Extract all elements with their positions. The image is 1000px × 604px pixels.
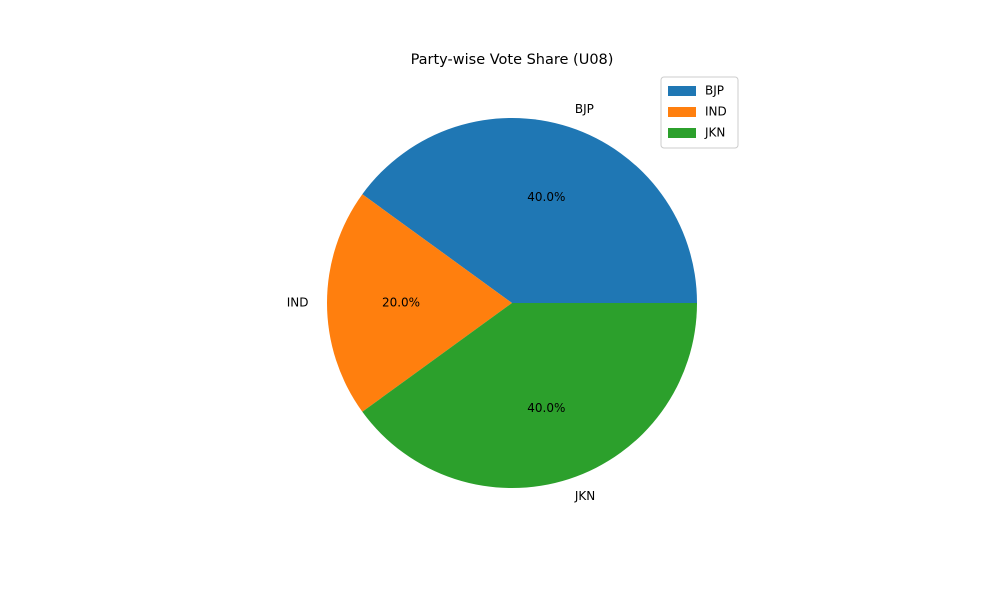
- slice-label-bjp: BJP: [575, 102, 594, 116]
- legend-label-jkn: JKN: [704, 126, 725, 140]
- slice-percent-jkn: 40.0%: [527, 401, 565, 415]
- slice-percent-bjp: 40.0%: [527, 190, 565, 204]
- pie-slice-jkn: [362, 303, 697, 488]
- legend-swatch-ind: [668, 107, 696, 117]
- chart-title: Party-wise Vote Share (U08): [411, 52, 614, 68]
- pie-slice-labels: BJP 40.0% IND 20.0% JKN 40.0%: [287, 102, 596, 503]
- legend-swatch-bjp: [668, 86, 696, 96]
- legend-label-bjp: BJP: [705, 84, 724, 98]
- legend-label-ind: IND: [705, 105, 727, 119]
- pie-slices: [327, 118, 697, 488]
- pie-slice-bjp: [362, 118, 697, 303]
- chart-legend: BJP IND JKN: [660, 76, 739, 149]
- slice-label-jkn: JKN: [574, 489, 595, 503]
- legend-swatch-jkn: [668, 128, 696, 138]
- pie-slice-ind: [327, 194, 512, 412]
- slice-label-ind: IND: [287, 296, 309, 310]
- slice-percent-ind: 20.0%: [382, 296, 420, 310]
